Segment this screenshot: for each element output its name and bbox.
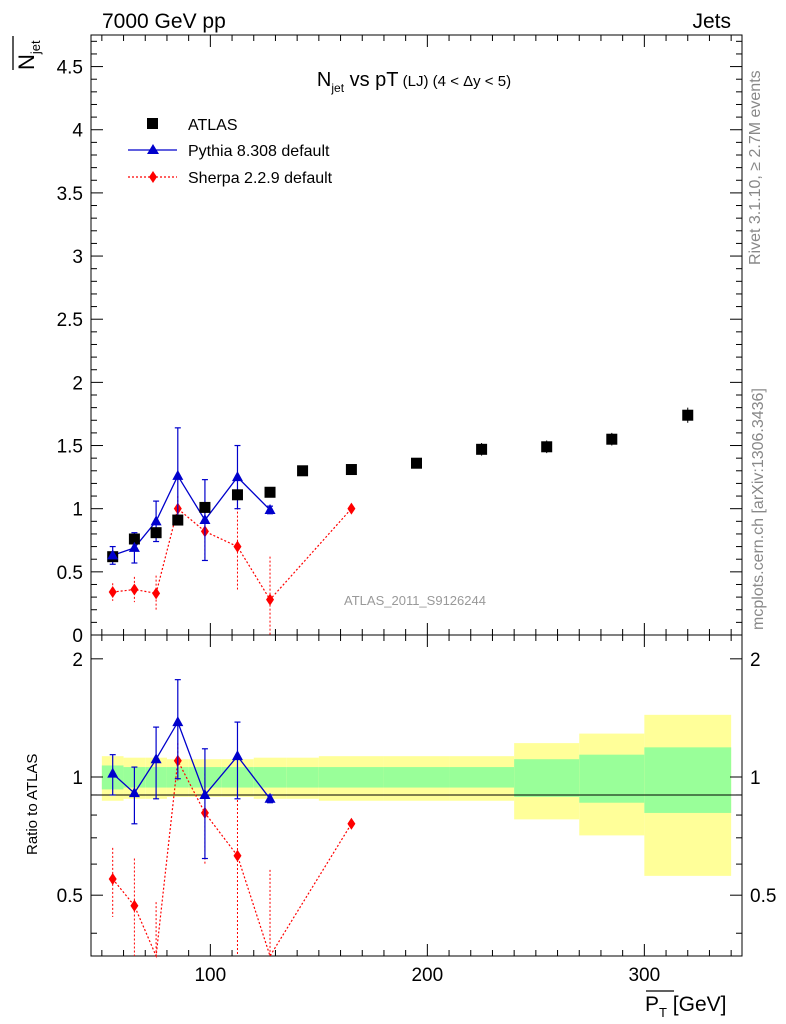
pythia-point xyxy=(150,515,162,526)
atlas-point xyxy=(264,486,276,498)
atlas-point xyxy=(606,433,618,445)
atlas-point xyxy=(172,514,184,526)
plot-title: Njet vs pT (LJ) (4 < Δy < 5) xyxy=(317,69,511,95)
svg-text:Njet: Njet xyxy=(14,40,43,70)
pythia-point xyxy=(264,503,276,514)
upper-ylabel: Njet xyxy=(14,40,43,70)
x-tick-label: 100 xyxy=(194,965,226,986)
y-tick-label: 3 xyxy=(72,247,83,268)
plot-title-njet-sub: jet xyxy=(330,81,344,95)
sherpa-point xyxy=(130,583,139,596)
band-inner-bin xyxy=(286,767,319,788)
band-inner-bin xyxy=(318,767,384,788)
legend-sherpa-marker xyxy=(149,171,157,183)
pythia-point xyxy=(199,514,211,525)
rivet-side-label: Rivet 3.1.10, ≥ 2.7M events xyxy=(747,70,764,265)
y-tick-label: 1.5 xyxy=(57,437,83,458)
sherpa-ratio-point xyxy=(108,872,117,885)
plot-title-paren: (LJ) (4 < Δy < 5) xyxy=(399,73,512,90)
header-jets-label: Jets xyxy=(692,10,731,33)
upper-ylabel-main: N xyxy=(14,54,39,70)
ratio-y-tick-label: 0.5 xyxy=(57,886,83,907)
pythia-ratio-point xyxy=(150,753,162,764)
atlas-point xyxy=(128,533,140,545)
ratio-y-tick-label: 2 xyxy=(750,650,761,671)
header-energy-label: 7000 GeV pp xyxy=(102,10,226,33)
atlas-point xyxy=(476,443,488,455)
ratio-y-tick-label: 1 xyxy=(72,768,83,789)
legend-pythia-marker xyxy=(147,144,159,154)
sherpa-line xyxy=(112,507,352,601)
atlas-point xyxy=(411,457,422,469)
band-inner-bin xyxy=(579,754,645,803)
band-inner-bin xyxy=(253,767,287,788)
mcplots-side-label: mcplots.cern.ch [arXiv:1306.3436] xyxy=(750,388,767,630)
atlas-point xyxy=(297,465,309,477)
atlas-point xyxy=(199,501,211,513)
pythia-ratio-point xyxy=(107,767,119,778)
pythia-point xyxy=(107,549,119,560)
legend-sherpa-label: Sherpa 2.2.9 default xyxy=(188,170,333,187)
upper-y-ticks: 0 0.5 1 1.5 2 2.5 3 3.5 4 4.5 xyxy=(57,40,742,647)
ratio-y-tick-label: 1 xyxy=(750,768,761,789)
y-tick-label: 0.5 xyxy=(57,563,83,584)
sherpa-point xyxy=(347,502,356,515)
ratio-y-tick-label: 0.5 xyxy=(750,886,776,907)
legend-atlas-marker xyxy=(147,118,158,129)
atlas-point xyxy=(345,464,357,476)
atlas-point xyxy=(541,441,553,453)
upper-data-marks xyxy=(107,407,694,635)
ratio-y-tick-label: 2 xyxy=(72,650,83,671)
legend-atlas-label: ATLAS xyxy=(188,117,238,134)
y-tick-label: 4.5 xyxy=(57,58,83,79)
pythia-point xyxy=(128,541,140,552)
band-inner-bin xyxy=(514,759,580,797)
sherpa-ratio-point xyxy=(347,817,356,830)
analysis-watermark: ATLAS_2011_S9126244 xyxy=(344,593,486,608)
y-tick-label: 2.5 xyxy=(57,310,83,331)
legend-pythia-label: Pythia 8.308 default xyxy=(188,143,330,160)
lower-data-marks xyxy=(107,679,356,959)
y-tick-label: 4 xyxy=(72,121,83,142)
pythia-ratio-point xyxy=(264,792,276,803)
x-axis-label: PT [GeV] xyxy=(645,993,727,1020)
band-inner-bin xyxy=(383,767,450,788)
atlas-point xyxy=(150,527,162,539)
atlas-point xyxy=(682,409,694,421)
pythia-ratio-point xyxy=(128,787,140,798)
sherpa-ratio-point xyxy=(130,899,139,912)
x-ticks: 100 200 300 xyxy=(101,35,732,986)
sherpa-point xyxy=(233,540,242,553)
band-inner-bin xyxy=(644,747,732,813)
y-tick-label: 1 xyxy=(72,500,83,521)
atlas-point xyxy=(231,489,243,501)
plot-title-vs: vs pT xyxy=(344,69,398,91)
band-inner-bin xyxy=(449,767,515,788)
pythia-point xyxy=(172,469,184,480)
upper-ylabel-sub: jet xyxy=(28,40,43,55)
sherpa-point xyxy=(266,593,275,606)
y-tick-label: 0 xyxy=(72,626,83,647)
pythia-ratio-point xyxy=(199,788,211,799)
x-tick-label: 200 xyxy=(411,965,443,986)
pythia-ratio-point xyxy=(231,750,243,761)
pythia-point xyxy=(231,471,243,482)
pythia-ratio-point xyxy=(172,716,184,727)
lower-y-ticks: 0.5 0.5 1 1 2 2 xyxy=(57,650,776,934)
legend: ATLAS Pythia 8.308 default Sherpa 2.2.9 … xyxy=(128,117,333,187)
plot-title-njet: N xyxy=(317,69,331,91)
lower-ylabel: Ratio to ATLAS xyxy=(24,754,41,855)
y-tick-label: 3.5 xyxy=(57,184,83,205)
sherpa-point xyxy=(108,586,117,599)
sherpa-point xyxy=(152,587,161,600)
sherpa-ratio-point xyxy=(233,849,242,862)
y-tick-label: 2 xyxy=(72,373,83,394)
x-tick-label: 300 xyxy=(628,965,660,986)
